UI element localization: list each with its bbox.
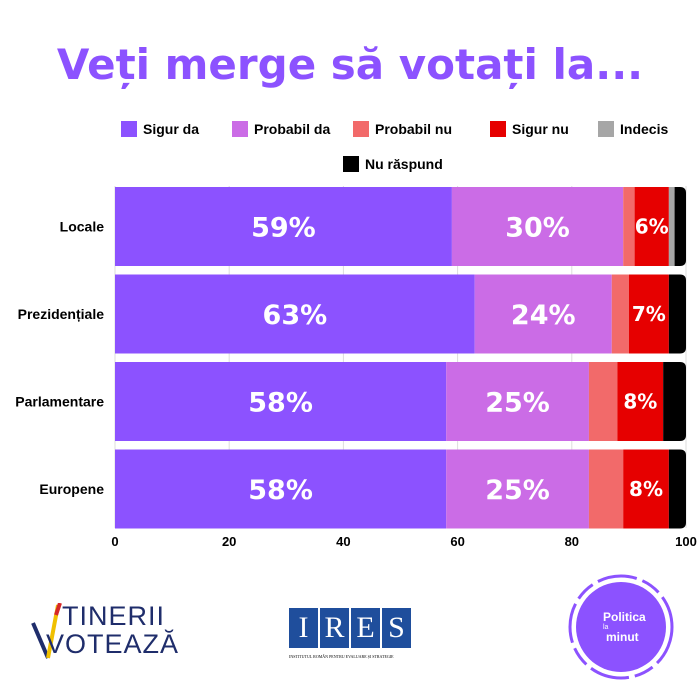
bar-segment (617, 362, 664, 441)
bar-segment (623, 449, 669, 529)
data-label: 25% (485, 388, 550, 419)
legend-label: Probabil da (254, 121, 330, 137)
minut-text: minut (606, 630, 639, 644)
la-text: la (603, 624, 609, 631)
bar-segment (588, 362, 618, 441)
category-label: Prezidențiale (18, 306, 105, 322)
data-label: 8% (623, 390, 657, 414)
ires-letter: S (382, 608, 411, 648)
stacked-bar-chart: Sigur da Probabil da Probabil nu Sigur nu In… (15, 121, 697, 549)
bar-segment (115, 187, 452, 266)
legend-label: Nu răspund (365, 156, 443, 172)
bar-segment (115, 362, 447, 441)
bar-segment (588, 449, 624, 529)
x-tick-label: 0 (111, 534, 118, 549)
data-label: 25% (485, 475, 550, 506)
category-label: Parlamentare (15, 394, 104, 410)
data-label: 30% (505, 213, 570, 244)
politica-text: Politica (603, 610, 646, 624)
data-label: 59% (251, 213, 316, 244)
legend-label: Probabil nu (375, 121, 452, 137)
bar-segment (115, 274, 475, 354)
bar-segment (623, 187, 635, 266)
legend-label: Sigur nu (512, 121, 569, 137)
legend-swatch (598, 121, 614, 137)
bar-segment (668, 274, 686, 354)
politica-la-minut-logo: Politica la minut (566, 572, 676, 682)
legend-swatch (232, 121, 248, 137)
bar-segment (446, 449, 589, 529)
chart-title: Veți merge să votați la... (56, 40, 644, 89)
ires-letter: R (320, 608, 349, 648)
bar-segment (611, 274, 629, 354)
data-label: 58% (248, 475, 313, 506)
legend-label: Sigur da (143, 121, 199, 137)
bar-segment (674, 187, 686, 266)
data-label: 63% (263, 300, 328, 331)
bar-segment (474, 274, 612, 354)
x-tick-label: 40 (336, 534, 350, 549)
ires-letter: I (289, 608, 318, 648)
data-label: 24% (511, 300, 576, 331)
x-tick-label: 20 (222, 534, 236, 549)
bar-segment (663, 362, 686, 441)
voteaza-text: VOTEAZĂ (46, 629, 180, 659)
legend-swatch (343, 156, 359, 172)
legend-swatch (353, 121, 369, 137)
data-label: 58% (248, 388, 313, 419)
data-label: 6% (635, 215, 669, 239)
bar-segment (115, 449, 447, 529)
legend-label: Indecis (620, 121, 668, 137)
bar-segment (634, 187, 669, 266)
bar-segment (668, 449, 686, 529)
tinerii-text: TINERII (62, 601, 166, 631)
bar-segment (628, 274, 669, 354)
category-label: Europene (39, 481, 104, 497)
x-tick-label: 100 (675, 534, 697, 549)
x-tick-label: 80 (565, 534, 579, 549)
category-label: Locale (60, 219, 105, 235)
bar-segment (451, 187, 624, 266)
x-tick-label: 60 (450, 534, 464, 549)
legend-swatch (490, 121, 506, 137)
ires-logo: I R E S INSTITUTUL ROMÂN PENTRU EVALUARE… (289, 608, 414, 668)
data-label: 7% (632, 302, 666, 326)
bar-segment (668, 187, 675, 266)
data-label: 8% (629, 477, 663, 501)
bar-segment (446, 362, 589, 441)
ires-subtitle: INSTITUTUL ROMÂN PENTRU EVALUARE ȘI STRA… (289, 654, 394, 659)
ires-letter: E (351, 608, 380, 648)
legend-swatch (121, 121, 137, 137)
tinerii-voteaza-logo: TINERII VOTEAZĂ (28, 601, 188, 663)
